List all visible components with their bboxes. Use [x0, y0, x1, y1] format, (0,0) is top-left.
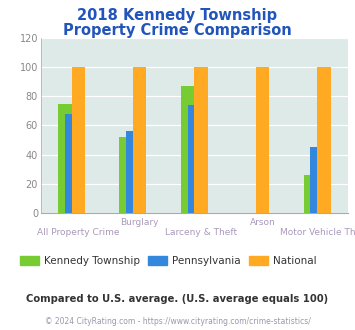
Text: Larceny & Theft: Larceny & Theft — [165, 228, 237, 237]
Bar — [317, 67, 331, 213]
Bar — [256, 67, 269, 213]
Bar — [133, 67, 147, 213]
Bar — [187, 105, 201, 213]
Text: Compared to U.S. average. (U.S. average equals 100): Compared to U.S. average. (U.S. average … — [26, 294, 329, 304]
Legend: Kennedy Township, Pennsylvania, National: Kennedy Township, Pennsylvania, National — [16, 252, 321, 270]
Bar — [195, 67, 208, 213]
Bar — [310, 147, 324, 213]
Text: Property Crime Comparison: Property Crime Comparison — [63, 23, 292, 38]
Text: Motor Vehicle Theft: Motor Vehicle Theft — [280, 228, 355, 237]
Bar — [304, 175, 317, 213]
Bar — [58, 104, 72, 213]
Bar — [119, 137, 133, 213]
Bar — [126, 131, 140, 213]
Text: 2018 Kennedy Township: 2018 Kennedy Township — [77, 8, 278, 23]
Text: © 2024 CityRating.com - https://www.cityrating.com/crime-statistics/: © 2024 CityRating.com - https://www.city… — [45, 317, 310, 326]
Bar — [65, 114, 78, 213]
Bar — [72, 67, 85, 213]
Text: Arson: Arson — [250, 218, 275, 227]
Text: All Property Crime: All Property Crime — [37, 228, 120, 237]
Text: Burglary: Burglary — [120, 218, 159, 227]
Bar — [181, 86, 195, 213]
